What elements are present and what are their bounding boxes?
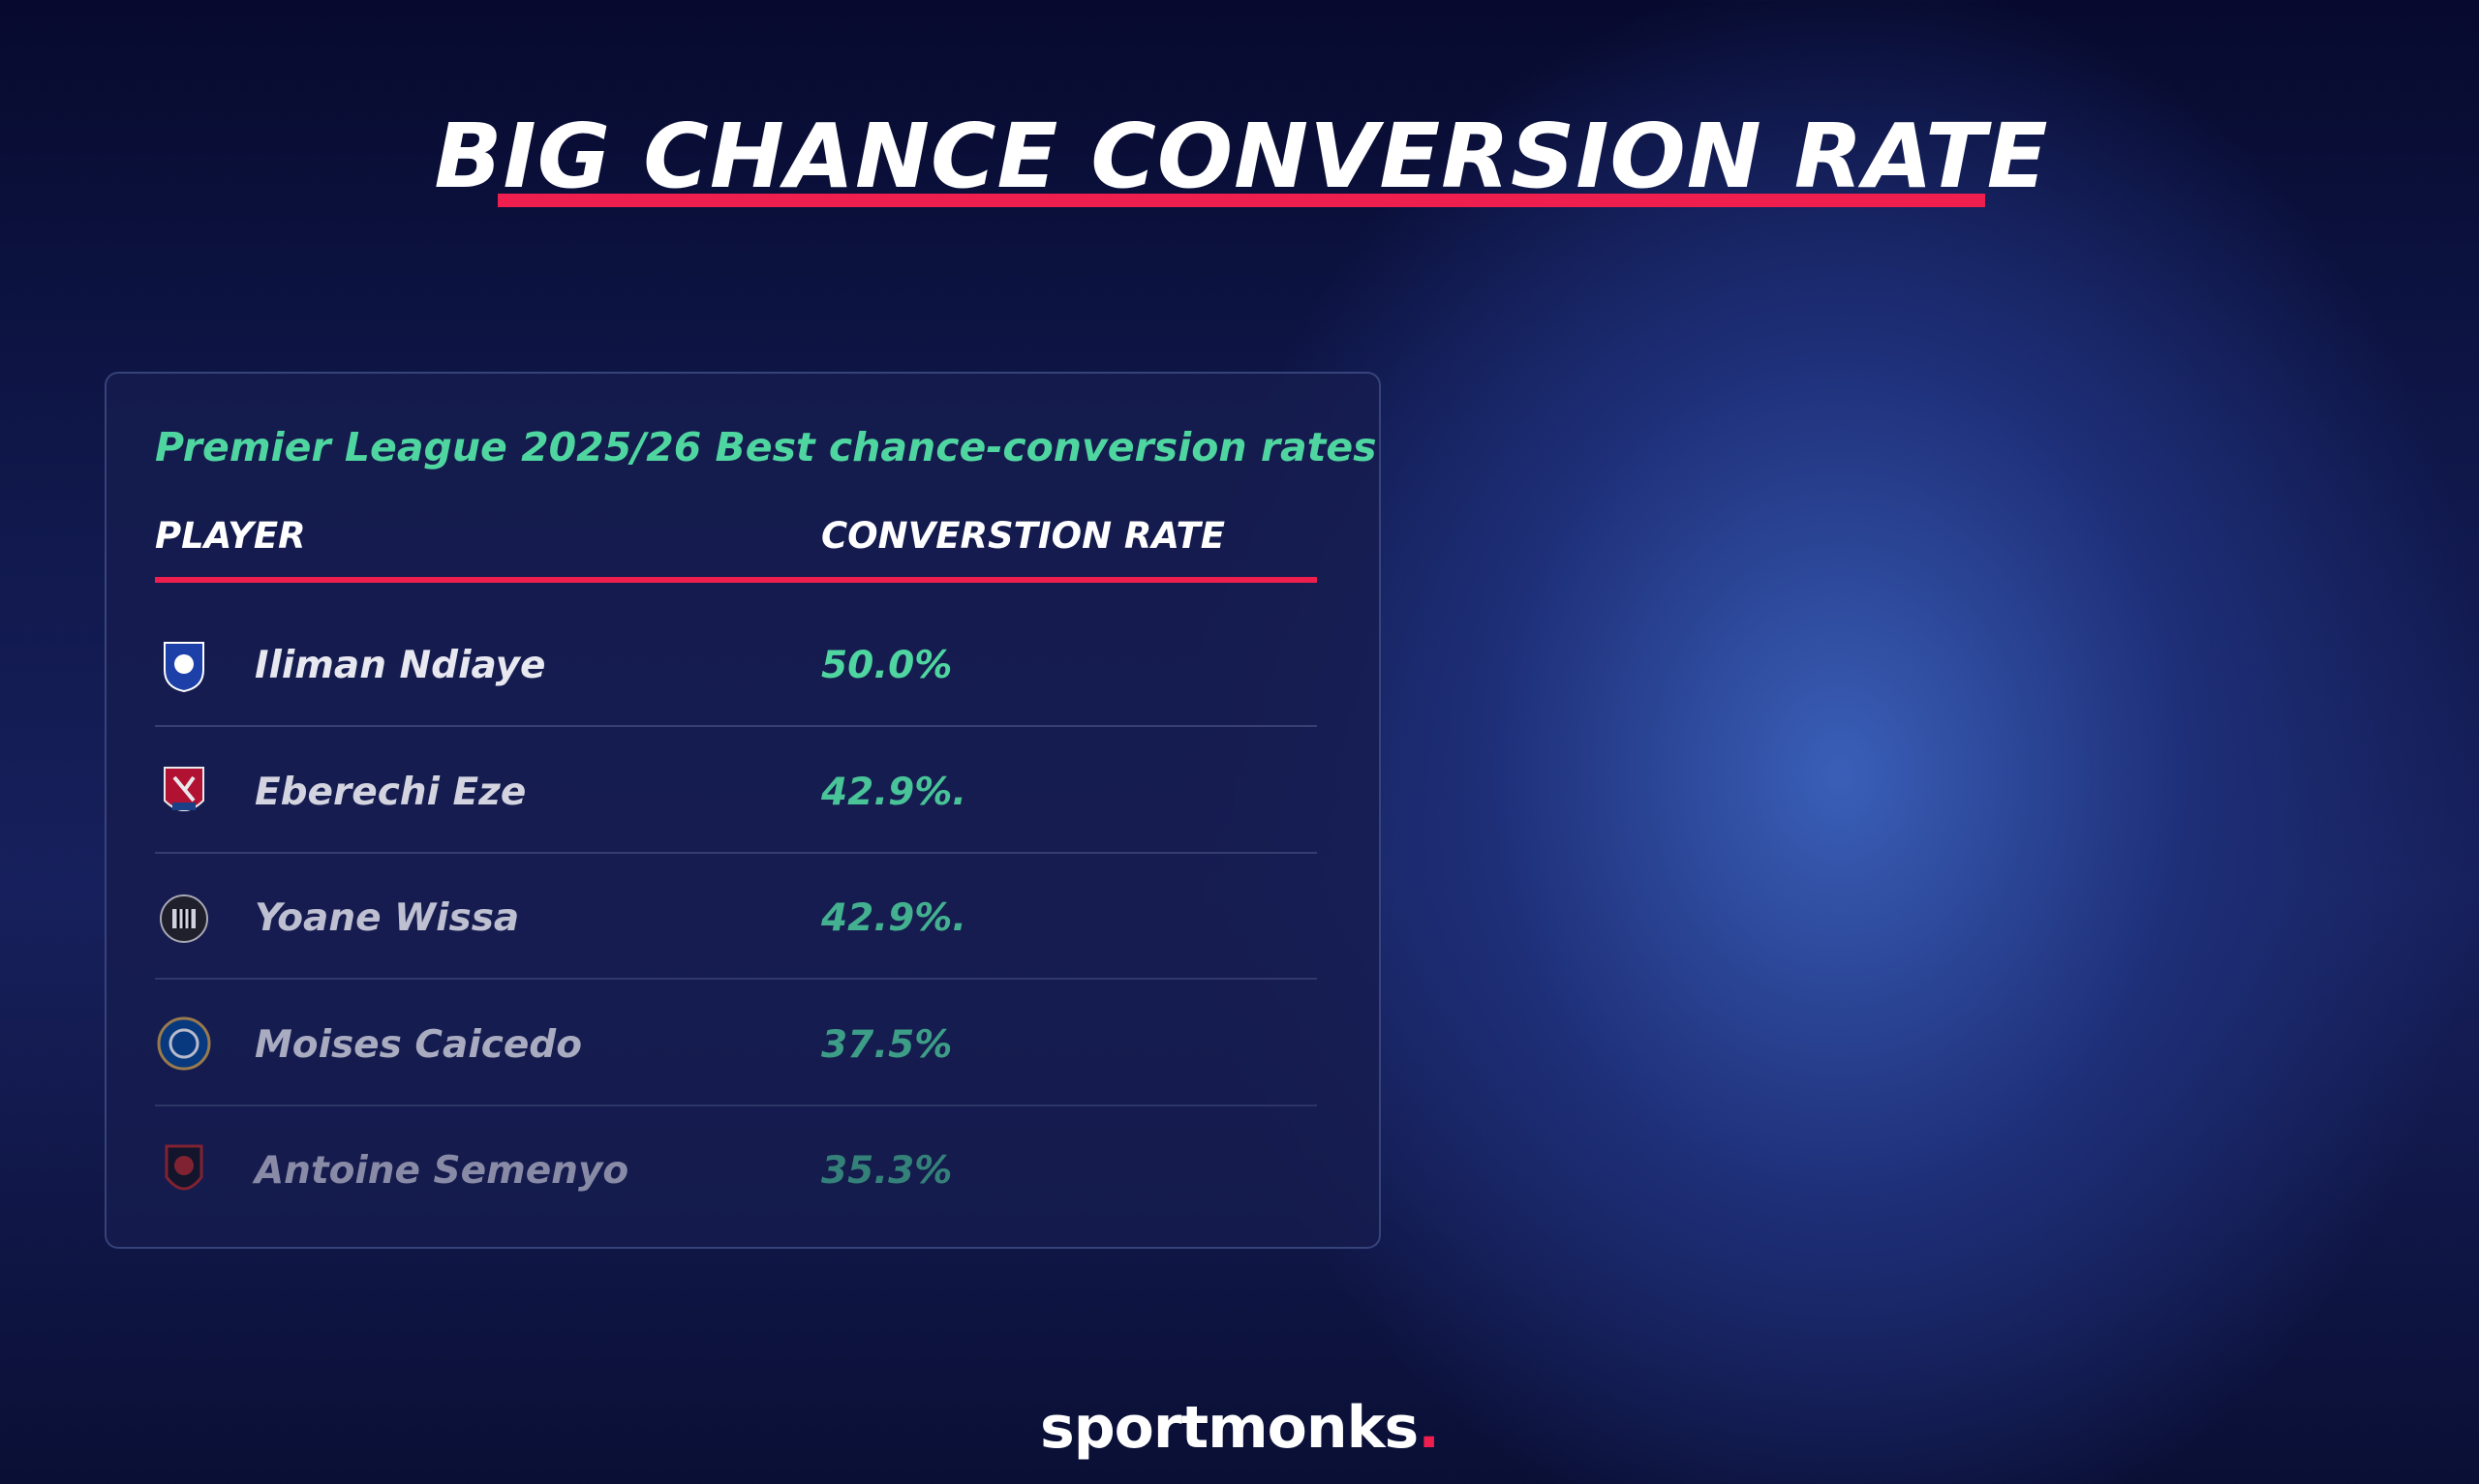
table-row: Moises Caicedo 37.5%: [155, 981, 1317, 1106]
table-panel: [105, 372, 1381, 1249]
table-subtitle: Premier League 2025/26 Best chance-conve…: [155, 424, 1377, 470]
player-name: Eberechi Eze: [255, 771, 527, 814]
player-name: Iliman Ndiaye: [255, 644, 546, 687]
conversion-rate: 42.9%.: [821, 896, 967, 940]
brand-mark: .: [1418, 1394, 1440, 1462]
column-header: PLAYER: [155, 515, 306, 557]
conversion-rate: 50.0%: [821, 644, 953, 687]
row-separator: [155, 978, 1317, 980]
table-row: Iliman Ndiaye 50.0%: [155, 601, 1317, 727]
club-crest: [165, 1144, 203, 1191]
brand-name: sportmonks: [1039, 1394, 1419, 1462]
table-row: Yoane Wissa 42.9%.: [155, 854, 1317, 980]
club-crest: [164, 767, 204, 811]
row-separator: [155, 725, 1317, 727]
table-row: Antoine Semenyo 35.3%: [155, 1106, 1317, 1232]
club-crest: [160, 894, 208, 943]
column-header: CONVERSTION RATE: [821, 515, 1226, 557]
conversion-rate: 35.3%: [821, 1149, 953, 1193]
player-name: Antoine Semenyo: [255, 1149, 629, 1193]
player-name: Yoane Wissa: [255, 896, 520, 940]
club-crest: [164, 642, 204, 693]
player-name: Moises Caicedo: [255, 1023, 583, 1067]
title: BIG CHANCE CONVERSION RATE: [434, 105, 2049, 208]
row-separator: [155, 1105, 1317, 1106]
header-rule: [155, 577, 1317, 583]
table-row: Eberechi Eze 42.9%.: [155, 728, 1317, 854]
brand-logo: sportmonks.: [0, 1394, 2479, 1462]
conversion-rate: 37.5%: [821, 1023, 953, 1067]
club-crest: [157, 1016, 211, 1071]
conversion-rate: 42.9%.: [821, 771, 967, 814]
title-underline: [498, 194, 1985, 207]
row-separator: [155, 852, 1317, 854]
